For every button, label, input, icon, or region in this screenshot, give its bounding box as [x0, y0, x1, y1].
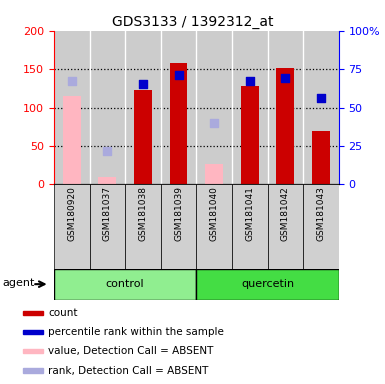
Bar [205, 164, 223, 184]
Bar [134, 90, 152, 184]
Point [176, 72, 182, 78]
Bar [23, 311, 43, 315]
Bar [54, 184, 90, 269]
Bar [23, 349, 43, 353]
Bar [54, 269, 196, 300]
Bar [303, 184, 339, 269]
Text: GSM181037: GSM181037 [103, 186, 112, 241]
Bar [232, 184, 268, 269]
Bar [170, 63, 187, 184]
Text: quercetin: quercetin [241, 279, 294, 289]
Bar [161, 184, 196, 269]
Bar [63, 96, 80, 184]
Point [282, 75, 288, 81]
Text: GSM181040: GSM181040 [210, 186, 219, 241]
Text: GSM181039: GSM181039 [174, 186, 183, 241]
Point [211, 120, 217, 126]
Text: agent: agent [3, 278, 35, 288]
Bar [196, 269, 339, 300]
Text: value, Detection Call = ABSENT: value, Detection Call = ABSENT [48, 346, 213, 356]
Text: count: count [48, 308, 77, 318]
Bar [196, 184, 232, 269]
Bar [125, 184, 161, 269]
Point [247, 78, 253, 84]
Text: GSM180920: GSM180920 [67, 186, 76, 241]
Bar [23, 330, 43, 334]
Text: GSM181041: GSM181041 [245, 186, 254, 241]
Text: GDS3133 / 1392312_at: GDS3133 / 1392312_at [112, 15, 273, 29]
Bar [241, 86, 259, 184]
Bar [276, 68, 294, 184]
Text: GSM181038: GSM181038 [139, 186, 147, 241]
Text: GSM181043: GSM181043 [316, 186, 325, 241]
Text: control: control [106, 279, 144, 289]
Point [318, 95, 324, 101]
Text: rank, Detection Call = ABSENT: rank, Detection Call = ABSENT [48, 366, 208, 376]
Bar [312, 131, 330, 184]
Bar [99, 177, 116, 184]
Point [140, 81, 146, 88]
Text: GSM181042: GSM181042 [281, 186, 290, 241]
Text: percentile rank within the sample: percentile rank within the sample [48, 327, 224, 337]
Bar [268, 184, 303, 269]
Point [104, 147, 110, 154]
Bar [23, 369, 43, 372]
Bar [90, 184, 125, 269]
Point [69, 78, 75, 84]
